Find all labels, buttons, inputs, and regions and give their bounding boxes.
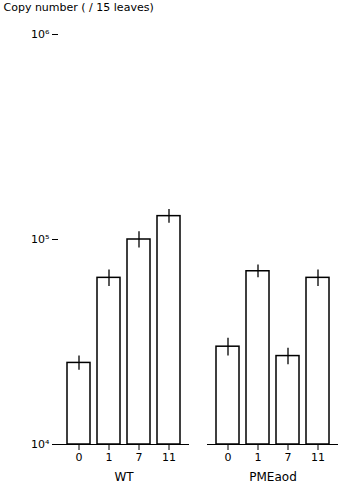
svg-text:PMEaod: PMEaod — [249, 470, 296, 484]
svg-text:11: 11 — [311, 451, 325, 464]
svg-text:7: 7 — [285, 451, 292, 464]
svg-text:Copy number ( / 15 leaves): Copy number ( / 15 leaves) — [4, 1, 154, 14]
svg-text:1: 1 — [255, 451, 262, 464]
svg-text:11: 11 — [162, 451, 176, 464]
svg-text:7: 7 — [136, 451, 143, 464]
svg-text:1: 1 — [106, 451, 113, 464]
svg-text:10⁵: 10⁵ — [31, 233, 49, 246]
svg-text:0: 0 — [225, 451, 232, 464]
svg-text:10⁴: 10⁴ — [31, 438, 50, 451]
svg-text:10⁶: 10⁶ — [31, 28, 50, 41]
svg-text:0: 0 — [76, 451, 83, 464]
svg-text:WT: WT — [114, 470, 134, 484]
